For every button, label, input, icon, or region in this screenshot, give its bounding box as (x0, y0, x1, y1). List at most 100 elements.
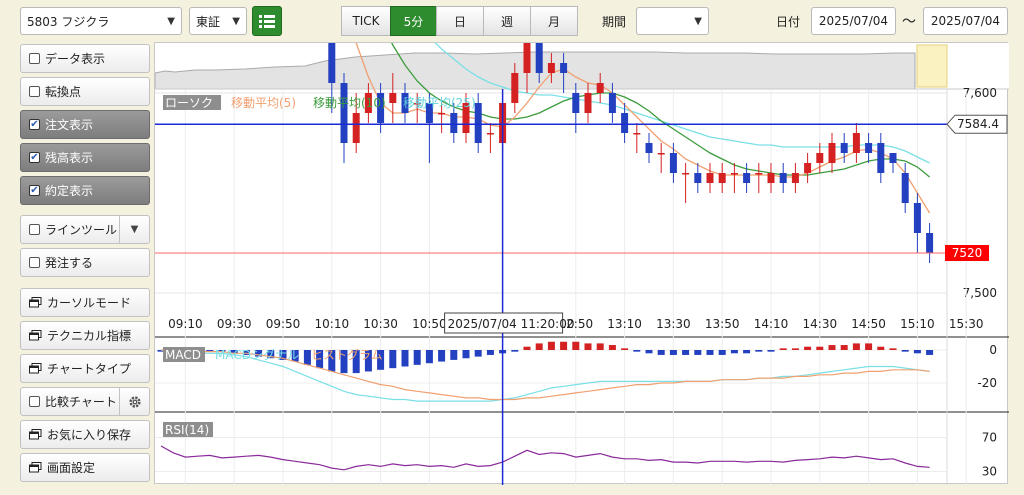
sidebar-item-chart-type[interactable]: チャートタイプ (20, 354, 150, 383)
ma5-line (355, 43, 931, 214)
candle-body (340, 83, 348, 143)
chart-panel[interactable]: 7,8007,7007,6007,50009:1009:3009:5010:10… (154, 42, 1009, 485)
candle-body (865, 143, 873, 153)
candle-body (328, 43, 336, 83)
checkbox-icon[interactable] (29, 224, 40, 235)
cursor-price-tag: 7584.4 (946, 114, 1008, 134)
checkbox-checked-icon[interactable]: ✔ (29, 118, 40, 130)
legend-macd-signal: MACDシグナル (215, 348, 299, 362)
macd-histogram-bar (450, 350, 458, 360)
candle-body (743, 173, 751, 183)
sidebar-item-technical-indicators[interactable]: テクニカル指標 (20, 321, 150, 350)
legend-ma25: 移動平均(25) (403, 96, 476, 110)
candle-body (913, 203, 921, 233)
macd-histogram-bar (730, 350, 738, 354)
macd-histogram-bar (901, 350, 909, 352)
checkbox-icon[interactable] (29, 53, 40, 64)
macd-histogram-bar (157, 350, 165, 352)
window-icon (29, 429, 42, 440)
tab-week[interactable]: 週 (483, 6, 531, 36)
window-icon (29, 363, 42, 374)
time-tick-label: 09:10 (168, 317, 203, 331)
date-to-input[interactable]: 2025/07/04 (923, 7, 1008, 35)
price-tick-label: 7,600 (963, 86, 997, 100)
macd-histogram-bar (718, 350, 726, 355)
macd-histogram-bar (926, 350, 934, 355)
navigator-handle[interactable] (916, 44, 948, 88)
cursor-price-tag-shape (946, 114, 1008, 134)
sidebar-item-save-favorite[interactable]: お気に入り保存 (20, 420, 150, 449)
macd-histogram-bar (645, 350, 653, 354)
checkbox-checked-icon[interactable]: ✔ (29, 151, 40, 163)
checkbox-icon[interactable] (29, 86, 40, 97)
sidebar-item-label: 比較チャート (45, 395, 117, 409)
sidebar-item-balance-display[interactable]: ✔ 残高表示 (20, 143, 150, 172)
sidebar-item-label: 約定表示 (45, 184, 94, 198)
macd-histogram-bar (242, 350, 250, 355)
sidebar-item-turning-point[interactable]: 転換点 (20, 77, 150, 106)
navigator[interactable] (155, 43, 1009, 90)
sidebar-item-cursor-mode[interactable]: カーソルモード (20, 288, 150, 317)
chart-canvas[interactable]: 7,8007,7007,6007,50009:1009:3009:5010:10… (155, 43, 1009, 485)
macd-histogram-bar (572, 341, 580, 350)
tab-month[interactable]: 月 (530, 6, 578, 36)
macd-histogram-bar (364, 350, 372, 372)
checkbox-icon[interactable] (29, 257, 40, 268)
rsi-legend: RSI(14) (163, 422, 213, 437)
sidebar-item-data-display[interactable]: データ表示 (20, 44, 150, 73)
time-tick-label: 14:30 (803, 317, 838, 331)
market-select[interactable]: 東証 ▼ (189, 7, 247, 35)
macd-histogram-bar (669, 350, 677, 355)
time-tick-label: 10:10 (315, 317, 350, 331)
tab-day[interactable]: 日 (436, 6, 484, 36)
time-tick-label: 10:50 (412, 317, 447, 331)
macd-histogram-bar (852, 343, 860, 350)
gear-icon[interactable] (119, 388, 149, 415)
macd-line (160, 349, 930, 402)
date-from-input[interactable]: 2025/07/04 (811, 7, 896, 35)
legend-ma10: 移動平均(10) (313, 96, 386, 110)
macd-histogram-bar (401, 350, 409, 367)
period-tabs: TICK 5分 日 週 月 (341, 6, 578, 36)
macd-histogram-bar (865, 343, 873, 350)
tab-tick[interactable]: TICK (341, 6, 391, 36)
rsi-line (160, 445, 930, 471)
checkbox-checked-icon[interactable]: ✔ (29, 184, 40, 196)
sidebar-item-line-tool[interactable]: ラインツール ▼ (20, 215, 150, 244)
legend-macd-hist: ヒストグラム (311, 348, 383, 362)
legend-macd: MACD (165, 348, 201, 362)
sidebar-item-compare-chart[interactable]: 比較チャート (20, 387, 150, 416)
symbol-select[interactable]: 5803 フジクラ ▼ (20, 7, 182, 35)
sidebar-item-label: チャートタイプ (47, 362, 131, 376)
chevron-down-icon[interactable]: ▼ (119, 216, 149, 243)
sidebar-item-screen-settings[interactable]: 画面設定 (20, 453, 150, 482)
macd-histogram-bar (218, 350, 226, 352)
ma25-line (434, 43, 930, 164)
list-view-button[interactable] (252, 6, 282, 36)
candle-body (596, 83, 604, 93)
macd-tick-label: -20 (977, 376, 997, 390)
checkbox-icon[interactable] (29, 396, 40, 407)
candle-body (474, 103, 482, 143)
date-separator: 〜 (902, 14, 916, 30)
sidebar-item-label: データ表示 (45, 52, 106, 66)
rsi-tick-label: 30 (982, 465, 997, 479)
sidebar-item-place-order[interactable]: 発注する (20, 248, 150, 277)
candle-body (584, 93, 592, 113)
tab-5min[interactable]: 5分 (390, 6, 437, 36)
window-icon (29, 330, 42, 341)
time-tick-label: 13:50 (705, 317, 740, 331)
term-select[interactable]: ▼ (636, 7, 709, 35)
chevron-down-icon: ▼ (167, 16, 175, 27)
candle-body (425, 103, 433, 123)
sidebar-item-label: お気に入り保存 (47, 428, 132, 442)
legend-rsi-bg (163, 422, 213, 437)
market-value: 東証 (196, 14, 221, 29)
candle-body (694, 173, 702, 183)
macd-histogram-bar (230, 350, 238, 354)
sidebar-item-execution-display[interactable]: ✔ 約定表示 (20, 176, 150, 205)
sidebar-item-order-display[interactable]: ✔ 注文表示 (20, 110, 150, 139)
candle-body (901, 173, 909, 203)
sidebar-item-label: 注文表示 (45, 118, 94, 132)
macd-histogram-bar (828, 345, 836, 350)
